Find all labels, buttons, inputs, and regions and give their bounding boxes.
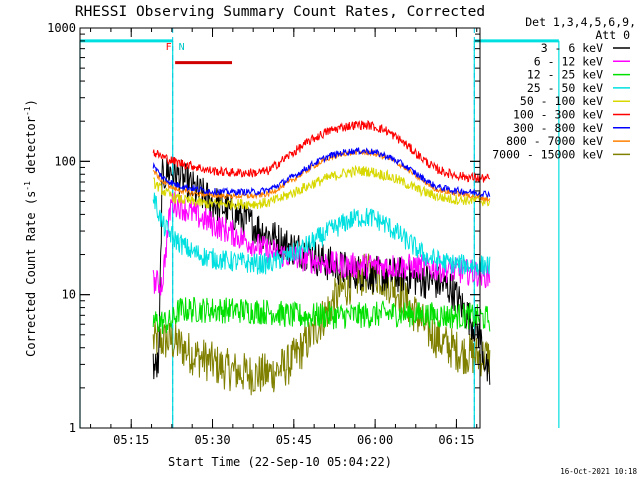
legend-label: 7000 - 15000 keV (492, 147, 603, 161)
x-tick-label: 05:45 (276, 433, 312, 447)
legend-label: 800 - 7000 keV (506, 134, 603, 148)
legend-label: 300 - 800 keV (513, 121, 603, 135)
legend-header-line2: Att 0 (595, 28, 630, 42)
legend-label: 12 - 25 keV (527, 68, 603, 82)
series-line-100-300-kev (152, 119, 491, 183)
flag-letter: F (166, 42, 172, 53)
y-tick-label: 10 (62, 288, 76, 302)
x-axis: 05:15 05:30 05:45 06:00 06:15 (90, 28, 478, 447)
flag-letter: N (179, 42, 185, 53)
y-tick-label: 1 (69, 421, 76, 435)
x-tick-label: 06:15 (438, 433, 474, 447)
x-tick-label: 06:00 (357, 433, 393, 447)
y-axis-label: Corrected Count Rate (s-1 detector-1) (23, 99, 38, 357)
y-axis-label-part1: Corrected Count Rate (s (24, 191, 38, 357)
legend-label: 3 - 6 keV (541, 41, 603, 55)
y-tick-label: 100 (54, 154, 76, 168)
y-tick-label: 1000 (47, 21, 76, 35)
legend-label: 6 - 12 keV (534, 54, 603, 68)
series-line-50-100-kev (153, 164, 491, 211)
y-axis-label-part2: detector (24, 116, 38, 181)
x-tick-label: 05:30 (194, 433, 230, 447)
legend-label: 25 - 50 keV (527, 81, 603, 95)
y-axis-label-part3: ) (24, 99, 38, 106)
series-line-12-25-kev (152, 296, 491, 334)
chart-title: RHESSI Observing Summary Count Rates, Co… (75, 4, 485, 20)
x-tick-label: 05:15 (113, 433, 149, 447)
y-axis-label-sup1: -1 (23, 181, 32, 191)
timestamp: 16-Oct-2021 10:18 (560, 467, 637, 476)
series-line-6-12-kev (152, 191, 491, 296)
legend-header-line1: Det 1,3,4,5,6,9, (525, 15, 636, 29)
series-line-25-50-kev (152, 192, 491, 276)
y-axis-label-sup2: -1 (23, 106, 32, 116)
plot-frame (79, 27, 481, 429)
legend-label: 100 - 300 keV (513, 108, 603, 122)
y-axis: 1 10 100 1000 (47, 21, 480, 435)
legend-label: 50 - 100 keV (520, 94, 603, 108)
x-axis-label: Start Time (22-Sep-10 05:04:22) (168, 455, 392, 469)
series-line-300-800-kev (152, 147, 491, 198)
